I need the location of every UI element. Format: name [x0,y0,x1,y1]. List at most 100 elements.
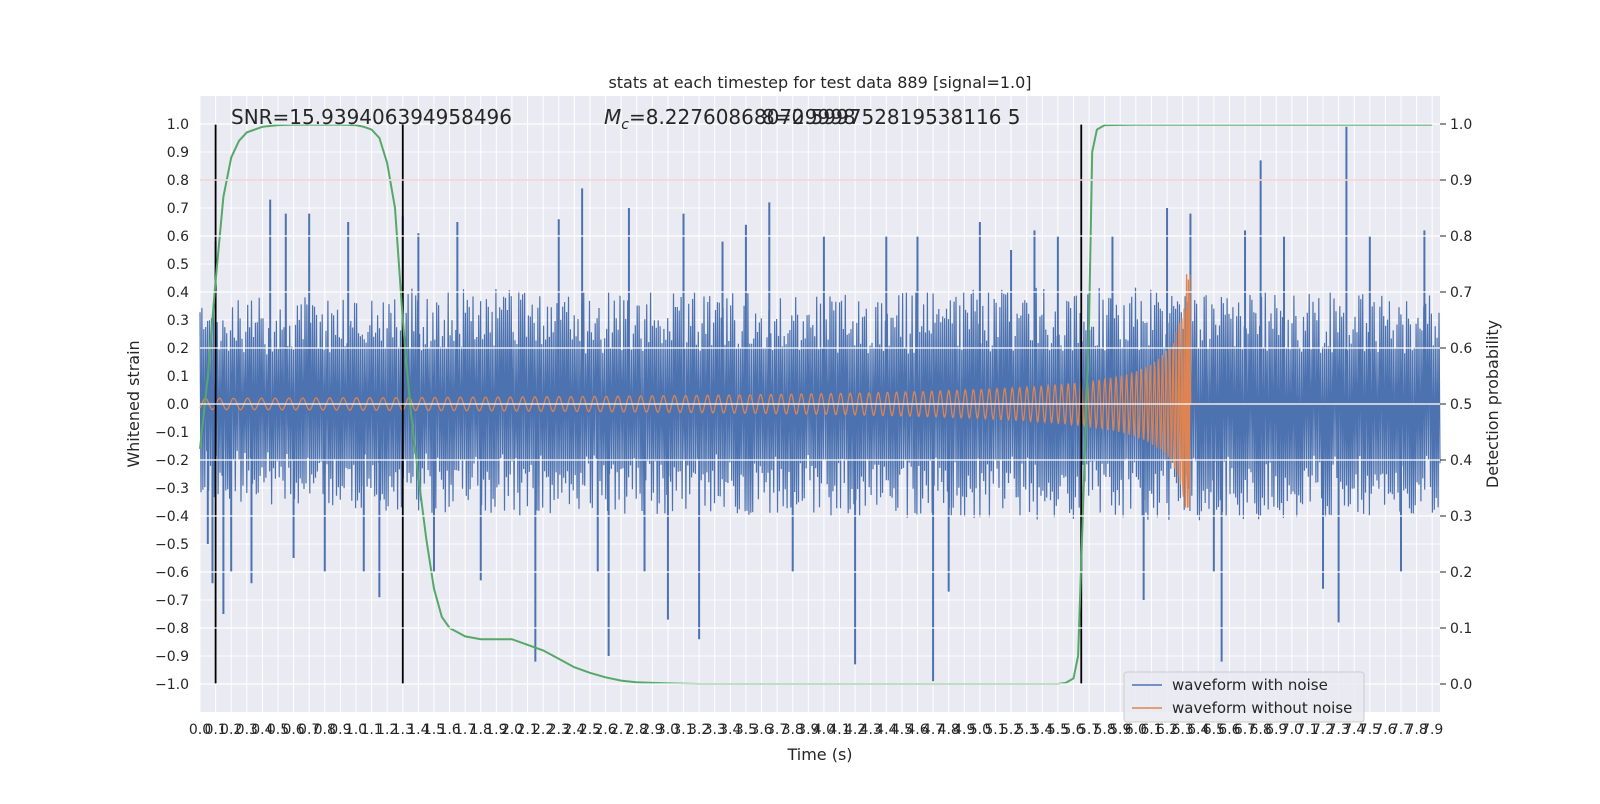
x-tick-label: 5.0 [969,722,991,738]
x-tick-label: 1.3 [392,722,414,738]
x-tick-label: 1.5 [423,722,445,738]
right-tick-label: 1.0 [1450,117,1472,133]
y-tick-label: −0.9 [155,649,189,665]
right-tick-label: 0.8 [1450,229,1472,245]
x-tick-label: 2.4 [563,722,585,738]
y-tick-label: −0.5 [155,537,189,553]
y-tick-label: 0.3 [167,313,189,329]
x-tick-label: 5.7 [1078,722,1100,738]
x-tick-label: 3.6 [750,722,772,738]
x-tick-label: 6.2 [1156,722,1178,738]
y-tick-label: 0.5 [167,257,189,273]
x-tick-label: 2.9 [641,722,663,738]
x-tick-label: 7.3 [1327,722,1349,738]
right-tick-label: 0.3 [1450,509,1472,525]
y-tick-label: 0.4 [167,285,189,301]
right-tick-label: 0.2 [1450,565,1472,581]
snr-annotation: SNR=15.939406394958496 [231,105,512,129]
x-tick-label: 5.4 [1031,722,1053,738]
x-tick-label: 2.8 [626,722,648,738]
x-tick-label: 4.6 [906,722,928,738]
x-tick-label: 7.5 [1359,722,1381,738]
y-axis-ticks: −1.0 −0.9 −0.8 −0.7 −0.6 −0.5 −0.4 −0.3 −0.2 −0.1… [155,117,189,693]
x-tick-label: 0.5 [267,722,289,738]
x-tick-label: 4.2 [844,722,866,738]
x-tick-label: 0.0 [189,722,211,738]
legend-box [1123,671,1365,723]
x-tick-label: 6.8 [1249,722,1271,738]
x-tick-label: 4.5 [891,722,913,738]
right-tick-label: 0.5 [1450,397,1472,413]
x-tick-label: 5.2 [1000,722,1022,738]
x-tick-label: 1.6 [438,722,460,738]
y-tick-label: −0.4 [155,509,189,525]
x-tick-label: 3.0 [657,722,679,738]
y-tick-label: 0.0 [167,397,189,413]
x-tick-label: 0.9 [329,722,351,738]
x-tick-label: 3.2 [688,722,710,738]
x-tick-label: 7.4 [1343,722,1365,738]
x-tick-label: 4.1 [828,722,850,738]
right-tick-label: 0.6 [1450,341,1472,357]
x-tick-label: 7.7 [1390,722,1412,738]
x-tick-label: 1.1 [360,722,382,738]
x-tick-label: 0.2 [220,722,242,738]
x-tick-label: 0.6 [282,722,304,738]
chirp-mass-subscript: c [621,117,629,133]
x-tick-label: 5.8 [1094,722,1116,738]
x-tick-label: 3.4 [719,722,741,738]
x-tick-label: 2.2 [532,722,554,738]
right-tick-label: 0.9 [1450,173,1472,189]
x-tick-label: 2.7 [610,722,632,738]
x-tick-label: 1.9 [485,722,507,738]
x-tick-label: 6.9 [1265,722,1287,738]
x-tick-label: 1.8 [470,722,492,738]
x-tick-label: 6.4 [1187,722,1209,738]
noisy-waveform-line [199,287,1441,521]
x-tick-label: 3.8 [782,722,804,738]
y-tick-label: −1.0 [155,677,189,693]
x-tick-label: 4.8 [938,722,960,738]
x-tick-label: 1.0 [345,722,367,738]
x-tick-label: 0.3 [236,722,258,738]
y-tick-label: −0.3 [155,481,189,497]
x-tick-label: 7.1 [1296,722,1318,738]
y-tick-label: −0.7 [155,593,189,609]
y-tick-label: 0.6 [167,229,189,245]
x-tick-label: 7.2 [1312,722,1334,738]
x-tick-label: 6.3 [1172,722,1194,738]
x-tick-label: 7.0 [1281,722,1303,738]
x-tick-label: 1.7 [454,722,476,738]
x-tick-label: 2.0 [501,722,523,738]
x-tick-label: 0.4 [251,722,273,738]
right-axis-label: Detection probability [1483,320,1502,488]
y-tick-label: −0.2 [155,453,189,469]
chirp-mass-overlap-annotation: 8=0.599752819538116 5 [762,105,1021,129]
x-tick-label: 6.1 [1140,722,1162,738]
x-tick-label: 5.1 [984,722,1006,738]
x-tick-label: 1.4 [407,722,429,738]
x-tick-label: 5.6 [1062,722,1084,738]
x-tick-label: 4.7 [922,722,944,738]
x-tick-label: 6.5 [1203,722,1225,738]
y-axis-label: Whitened strain [124,340,143,467]
x-tick-label: 6.6 [1218,722,1240,738]
x-tick-label: 4.3 [860,722,882,738]
right-tick-label: 0.1 [1450,621,1472,637]
legend-label-clean: waveform without noise [1172,699,1352,717]
x-tick-label: 5.9 [1109,722,1131,738]
x-tick-label: 3.1 [672,722,694,738]
x-tick-label: 3.7 [766,722,788,738]
x-tick-label: 2.6 [594,722,616,738]
y-tick-label: 0.1 [167,369,189,385]
x-tick-label: 0.7 [298,722,320,738]
x-tick-label: 2.1 [516,722,538,738]
x-tick-label: 1.2 [376,722,398,738]
x-tick-label: 7.6 [1374,722,1396,738]
x-tick-label: 7.9 [1421,722,1443,738]
x-tick-label: 3.5 [735,722,757,738]
x-tick-label: 4.9 [953,722,975,738]
x-tick-label: 2.3 [548,722,570,738]
